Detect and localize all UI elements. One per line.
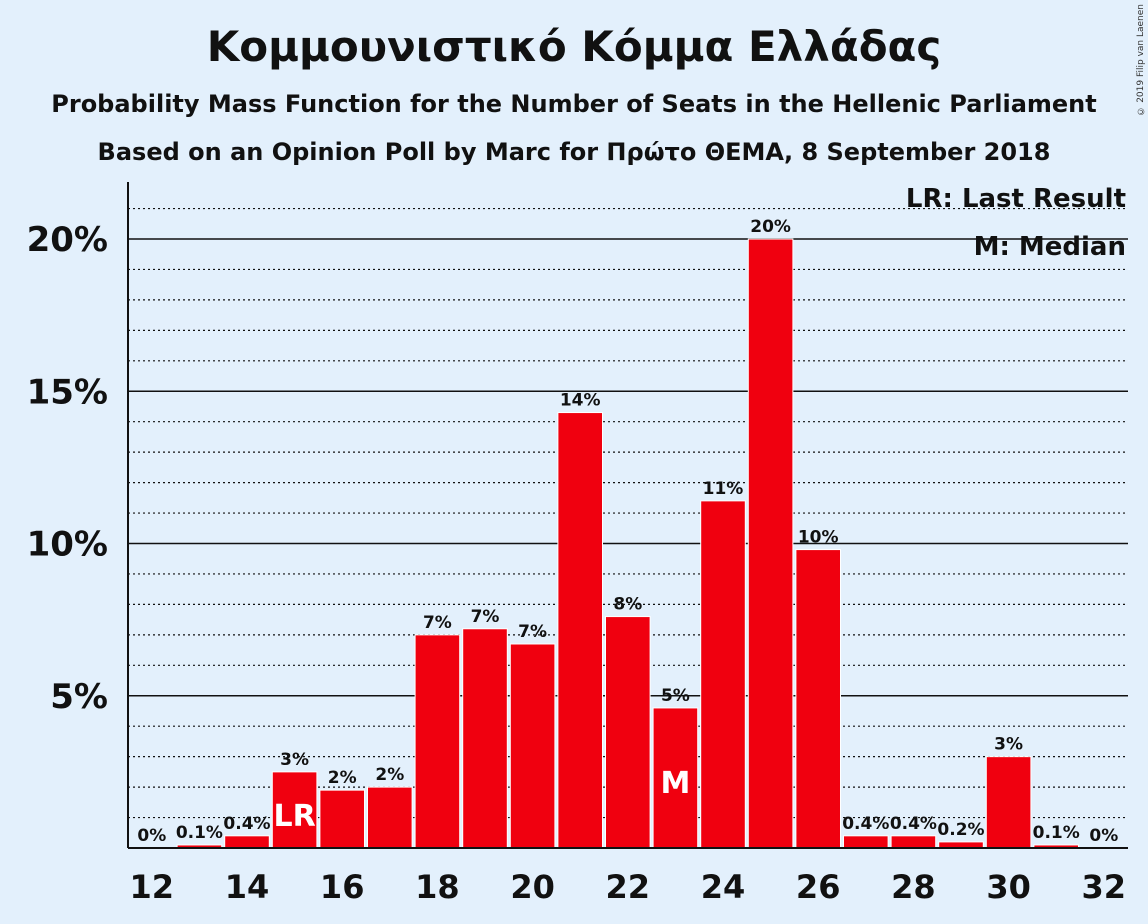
bar bbox=[652, 707, 699, 849]
data-label: 2% bbox=[375, 765, 404, 785]
chart-title: Κομμουνιστικό Κόμμα Ελλάδας bbox=[206, 22, 942, 71]
bar bbox=[700, 500, 746, 849]
data-label: 7% bbox=[471, 607, 500, 627]
bar bbox=[605, 616, 651, 849]
x-tick-label: 32 bbox=[1082, 868, 1127, 906]
y-tick-label: 15% bbox=[27, 372, 108, 412]
chart-source: Based on an Opinion Poll by Marc for Πρώ… bbox=[97, 138, 1051, 166]
x-tick-label: 30 bbox=[986, 868, 1031, 906]
data-label: 0% bbox=[137, 826, 166, 846]
data-label: 10% bbox=[798, 528, 839, 548]
bar bbox=[414, 634, 461, 849]
x-tick-label: 26 bbox=[796, 868, 841, 906]
data-label: 3% bbox=[994, 735, 1023, 755]
y-tick-label: 10% bbox=[27, 525, 108, 565]
data-label: 0.4% bbox=[842, 814, 889, 834]
bar bbox=[843, 835, 889, 849]
median-marker: M bbox=[660, 766, 690, 801]
y-tick-label: 5% bbox=[50, 677, 108, 717]
bar bbox=[271, 771, 318, 849]
bar bbox=[795, 549, 842, 849]
bar bbox=[557, 412, 604, 849]
bar bbox=[224, 835, 270, 849]
bar bbox=[985, 756, 1032, 849]
bar bbox=[509, 643, 556, 849]
y-tick-label: 20% bbox=[27, 220, 108, 260]
x-tick-label: 16 bbox=[320, 868, 365, 906]
x-tick-label: 12 bbox=[130, 868, 175, 906]
data-label: 2% bbox=[328, 768, 357, 788]
data-label: 3% bbox=[280, 750, 309, 770]
chart-subtitle: Probability Mass Function for the Number… bbox=[51, 90, 1097, 118]
x-tick-label: 22 bbox=[606, 868, 651, 906]
x-tick-label: 20 bbox=[510, 868, 555, 906]
data-label: 0.1% bbox=[1033, 823, 1080, 843]
data-label: 20% bbox=[750, 217, 791, 237]
data-label: 14% bbox=[560, 391, 601, 411]
data-label: 0% bbox=[1089, 826, 1118, 846]
data-label: 0.1% bbox=[176, 823, 223, 843]
x-tick-label: 28 bbox=[891, 868, 936, 906]
bar bbox=[319, 789, 365, 849]
data-label: 0.4% bbox=[223, 814, 270, 834]
bar bbox=[462, 628, 508, 849]
bar bbox=[747, 238, 794, 849]
data-label: 7% bbox=[518, 622, 547, 642]
data-label: 11% bbox=[703, 479, 744, 499]
data-label: 7% bbox=[423, 613, 452, 633]
data-label: 8% bbox=[613, 595, 642, 615]
x-tick-label: 18 bbox=[415, 868, 460, 906]
bar bbox=[890, 835, 937, 849]
x-tick-label: 24 bbox=[701, 868, 746, 906]
bar bbox=[367, 786, 413, 849]
data-label: 5% bbox=[661, 686, 690, 706]
legend-median: M: Median bbox=[973, 232, 1126, 262]
last-result-marker: LR bbox=[273, 799, 315, 834]
data-label: 0.4% bbox=[890, 814, 937, 834]
x-tick-label: 14 bbox=[225, 868, 270, 906]
data-label: 0.2% bbox=[937, 820, 984, 840]
